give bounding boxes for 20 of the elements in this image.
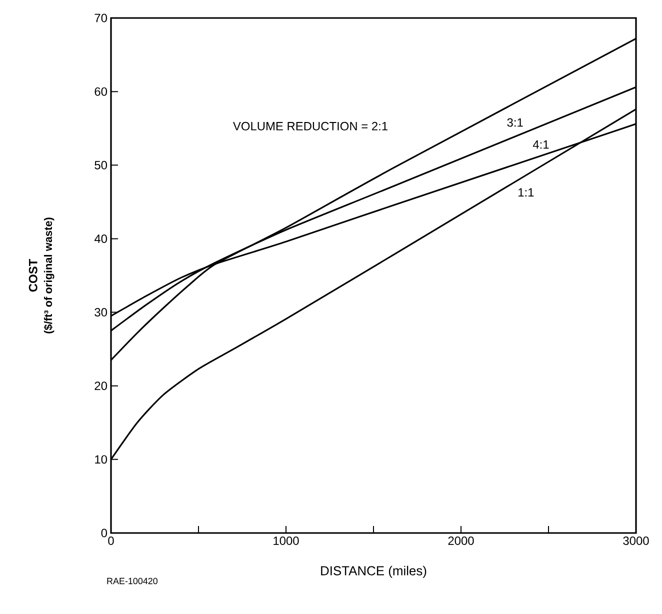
annotation: 1:1 [518,188,534,196]
y-axis-title: COST [28,259,38,292]
y-tick-label: 10 [95,455,108,464]
x-tick-label: 2000 [448,536,474,545]
y-tick-label: 0 [101,528,108,538]
annotation: 3:1 [507,118,523,127]
y-tick-label: 70 [94,14,108,22]
x-axis-title: DISTANCE (miles) [321,566,426,578]
text: RAE-100420 [107,578,158,584]
y-tick-label: 20 [94,382,108,390]
y-tick-label: 40 [94,234,108,243]
y-tick-label: 30 [94,308,108,317]
text: ($/ft³ of original waste) [44,218,54,334]
x-tick-label: 3000 [623,536,649,545]
annotation: 4:1 [532,140,549,149]
x-tick-label: 0 [108,536,114,545]
y-tick-label: 60 [94,87,108,96]
x-tick-label: 1000 [274,536,299,545]
annotation: VOLUME REDUCTION = 2:1 [232,122,388,130]
y-tick-label: 50 [94,160,108,170]
